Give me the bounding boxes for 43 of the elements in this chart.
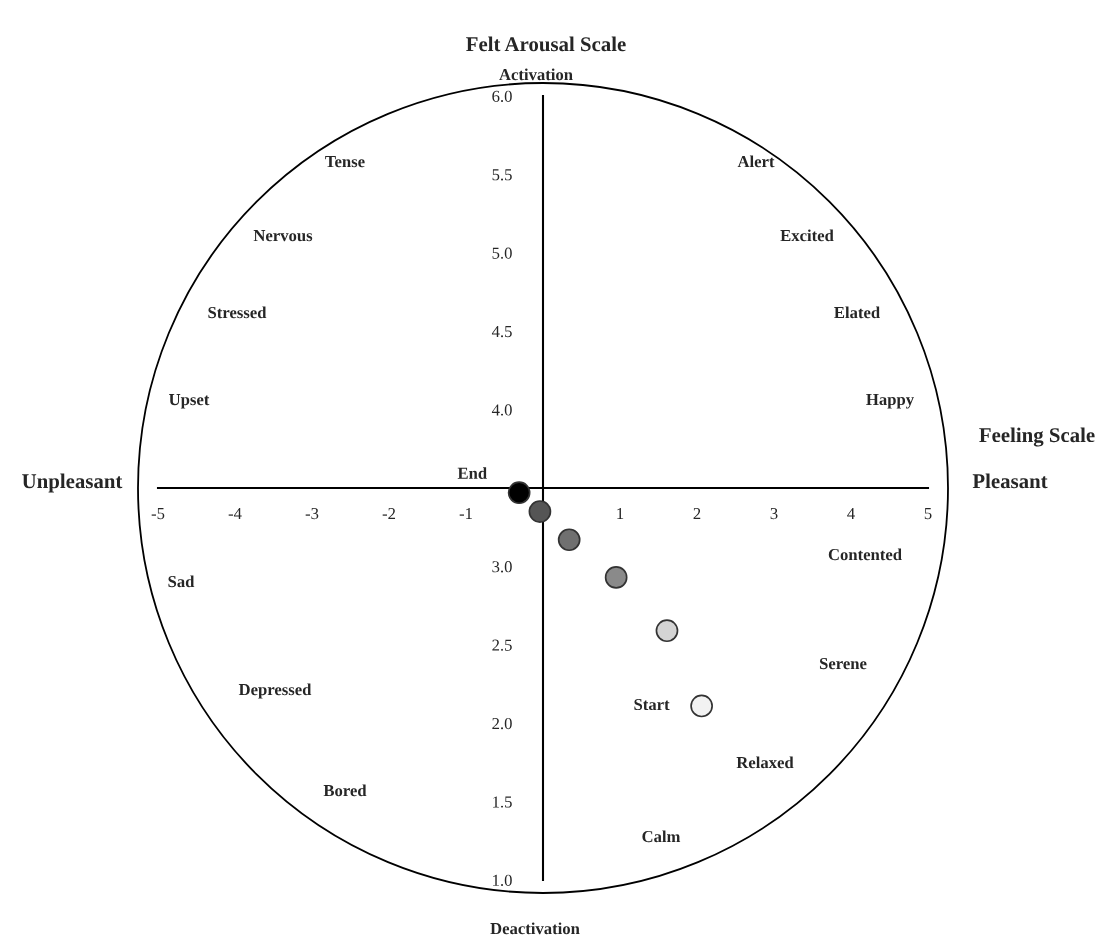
annotation: Elated (834, 306, 880, 319)
text: Activation (499, 68, 573, 81)
x-tick-label: -2 (382, 507, 396, 520)
annotation: Start (634, 698, 670, 711)
x-tick-label: -4 (228, 508, 242, 520)
y-tick-label: 1.5 (493, 796, 512, 808)
y-tick-label: 3.0 (492, 561, 512, 573)
annotation: Depressed (238, 683, 312, 699)
x-tick-label: -5 (151, 508, 165, 520)
y-tick-label: 5.5 (492, 169, 512, 181)
x-tick-label: 3 (770, 507, 778, 520)
x-tick-label: 2 (693, 507, 701, 520)
x-tick-label: 4 (847, 508, 855, 520)
x-tick-label: -3 (305, 507, 319, 520)
annotation: Calm (642, 830, 681, 843)
annotation: Excited (780, 229, 834, 242)
x-tick-label: -1 (459, 508, 472, 520)
annotation: Bored (323, 784, 367, 797)
y-tick-label: 2.0 (492, 717, 512, 730)
y-axis-title: Felt Arousal Scale (466, 36, 626, 52)
y-tick-label: 2.5 (492, 639, 512, 651)
text: Pleasant (972, 473, 1048, 489)
annotation: Contented (828, 548, 902, 561)
x-tick-label: 1 (617, 508, 624, 520)
text: Unpleasant (22, 473, 123, 493)
y-tick-label: 1.0 (493, 874, 512, 887)
annotation: Tense (325, 156, 365, 168)
x-axis-title: Feeling Scale (979, 427, 1095, 447)
annotation: Upset (169, 394, 210, 409)
y-tick-label: 4.0 (491, 404, 512, 416)
x-tick-label: 5 (924, 508, 932, 520)
text: Deactivation (490, 922, 580, 935)
annotation: Happy (866, 394, 914, 409)
y-tick-label: 5.0 (492, 247, 512, 259)
y-tick-label: 6.0 (492, 90, 512, 103)
annotation: Alert (737, 155, 775, 168)
y-tick-label: 4.5 (491, 326, 512, 338)
annotation: Stressed (208, 306, 267, 319)
annotation: Serene (819, 657, 867, 670)
annotation: End (457, 467, 487, 479)
annotation: Nervous (253, 230, 313, 242)
annotation: Relaxed (736, 756, 794, 769)
annotation: Sad (168, 575, 195, 588)
